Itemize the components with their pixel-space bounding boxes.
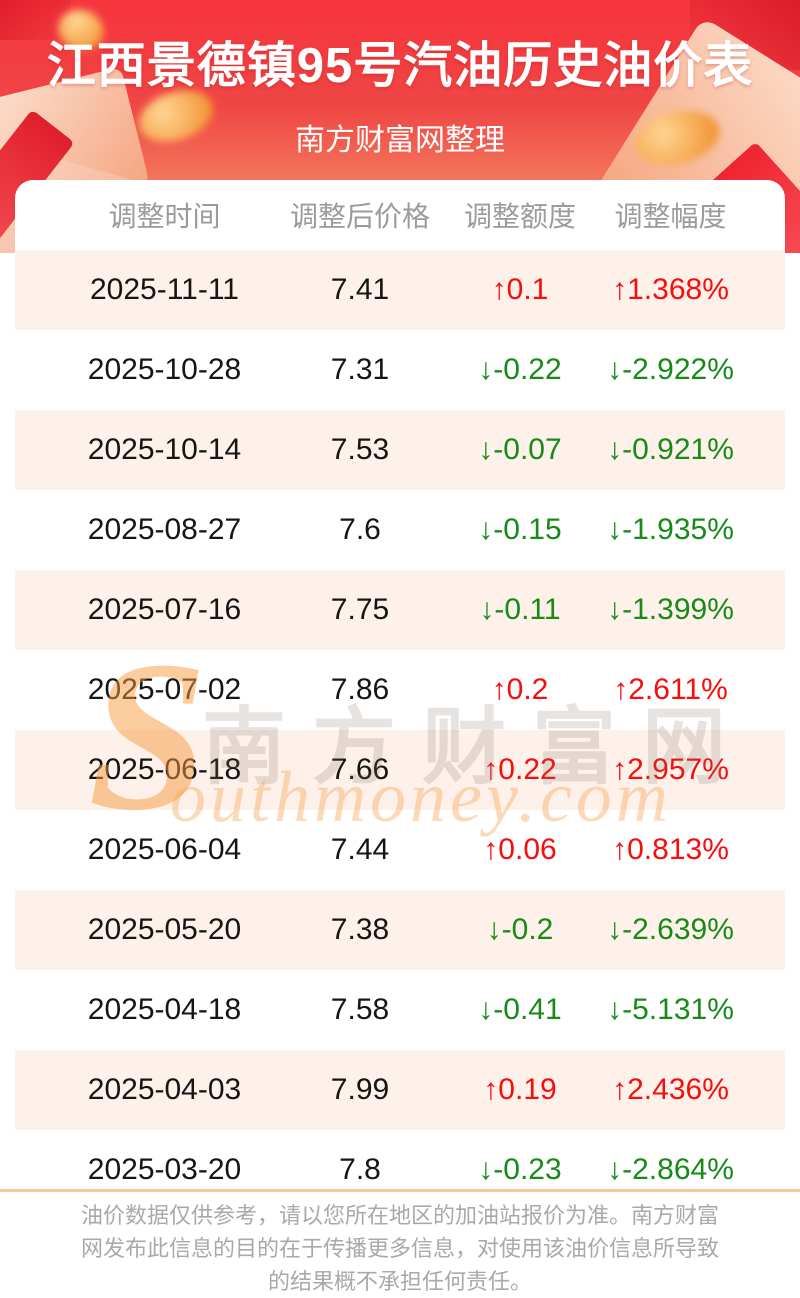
price-cell: 7.44	[330, 833, 390, 866]
table-row: 2025-05-20 7.38 ↓-0.2 ↓-2.639%	[15, 890, 785, 970]
percent-cell: ↓-1.935%	[607, 513, 734, 546]
table-row: 2025-04-18 7.58 ↓-0.41 ↓-5.131%	[15, 970, 785, 1050]
change-cell: ↓-0.41	[478, 993, 562, 1026]
table-header-row: 调整时间 调整后价格 调整额度 调整幅度	[15, 180, 785, 250]
page-subtitle: 南方财富网整理	[295, 124, 505, 157]
price-table-body: 2025-11-11 7.41 ↑0.1 ↑1.368% 2025-10-28 7.31 ↓…	[15, 250, 785, 1210]
percent-cell: ↓-2.922%	[607, 353, 734, 386]
table-row: 2025-07-02 7.86 ↑0.2 ↑2.611%	[15, 650, 785, 730]
change-cell: ↓-0.15	[478, 513, 562, 546]
table-row: 2025-10-28 7.31 ↓-0.22 ↓-2.922%	[15, 330, 785, 410]
date-cell: 2025-07-16	[87, 593, 242, 626]
price-cell: 7.53	[330, 433, 390, 466]
price-cell: 7.86	[330, 673, 390, 706]
date-cell: 2025-10-14	[87, 433, 242, 466]
percent-cell: ↓-2.864%	[607, 1153, 734, 1186]
date-cell: 2025-07-02	[87, 673, 242, 706]
date-cell: 2025-06-04	[87, 833, 242, 866]
price-cell: 7.75	[330, 593, 390, 626]
change-cell: ↓-0.22	[478, 353, 562, 386]
date-cell: 2025-04-18	[87, 993, 242, 1026]
price-cell: 7.8	[339, 1153, 381, 1186]
date-cell: 2025-03-20	[87, 1153, 242, 1186]
table-row: 2025-03-20 7.8 ↓-0.23 ↓-2.864%	[15, 1130, 785, 1210]
table-row: 2025-04-03 7.99 ↑0.19 ↑2.436%	[15, 1050, 785, 1130]
price-table: 调整时间 调整后价格 调整额度 调整幅度 2025-11-11 7.41 ↑0.1 ↑…	[15, 180, 785, 1210]
table-row: 2025-07-16 7.75 ↓-0.11 ↓-1.399%	[15, 570, 785, 650]
price-cell: 7.66	[330, 753, 390, 786]
price-cell: 7.38	[330, 913, 390, 946]
date-cell: 2025-04-03	[87, 1073, 242, 1106]
price-cell: 7.58	[330, 993, 390, 1026]
date-cell: 2025-08-27	[87, 513, 242, 546]
price-cell: 7.99	[330, 1073, 390, 1106]
page-title: 江西景德镇95号汽油历史油价表	[46, 39, 754, 93]
table-row: 2025-06-18 7.66 ↑0.22 ↑2.957%	[15, 730, 785, 810]
table-row: 2025-06-04 7.44 ↑0.06 ↑0.813%	[15, 810, 785, 890]
table-row: 2025-10-14 7.53 ↓-0.07 ↓-0.921%	[15, 410, 785, 490]
change-cell: ↑0.2	[491, 673, 549, 706]
change-cell: ↓-0.11	[479, 593, 561, 626]
change-cell: ↑0.19	[483, 1073, 557, 1106]
change-cell: ↑0.06	[483, 833, 557, 866]
percent-cell: ↑1.368%	[612, 273, 729, 306]
column-header-percent: 调整幅度	[614, 201, 727, 232]
change-cell: ↓-0.07	[478, 433, 562, 466]
date-cell: 2025-11-11	[89, 273, 239, 306]
price-cell: 7.41	[330, 273, 390, 306]
percent-cell: ↓-0.921%	[607, 433, 734, 466]
percent-cell: ↑2.436%	[612, 1073, 729, 1106]
percent-cell: ↑0.813%	[612, 833, 729, 866]
footer-divider	[0, 1189, 800, 1192]
change-cell: ↑0.1	[491, 273, 549, 306]
price-cell: 7.6	[339, 513, 381, 546]
disclaimer-text: 油价数据仅供参考，请以您所在地区的加油站报价为准。南方财富网发布此信息的目的在于…	[80, 1203, 719, 1294]
table-row: 2025-08-27 7.6 ↓-0.15 ↓-1.935%	[15, 490, 785, 570]
percent-cell: ↓-5.131%	[607, 993, 734, 1026]
percent-cell: ↑2.957%	[612, 753, 729, 786]
change-cell: ↓-0.2	[486, 913, 554, 946]
date-cell: 2025-06-18	[87, 753, 242, 786]
change-cell: ↑0.22	[483, 753, 557, 786]
column-header-change: 调整额度	[463, 201, 576, 232]
percent-cell: ↑2.611%	[613, 673, 728, 706]
price-cell: 7.31	[330, 353, 390, 386]
percent-cell: ↓-1.399%	[607, 593, 734, 626]
table-row: 2025-11-11 7.41 ↑0.1 ↑1.368%	[15, 250, 785, 330]
date-cell: 2025-05-20	[87, 913, 242, 946]
date-cell: 2025-10-28	[87, 353, 242, 386]
column-header-price: 调整后价格	[289, 201, 430, 232]
change-cell: ↓-0.23	[478, 1153, 562, 1186]
percent-cell: ↓-2.639%	[607, 913, 734, 946]
price-table-card: 调整时间 调整后价格 调整额度 调整幅度 2025-11-11 7.41 ↑0.1 ↑…	[15, 180, 785, 1210]
column-header-time: 调整时间	[108, 201, 221, 232]
